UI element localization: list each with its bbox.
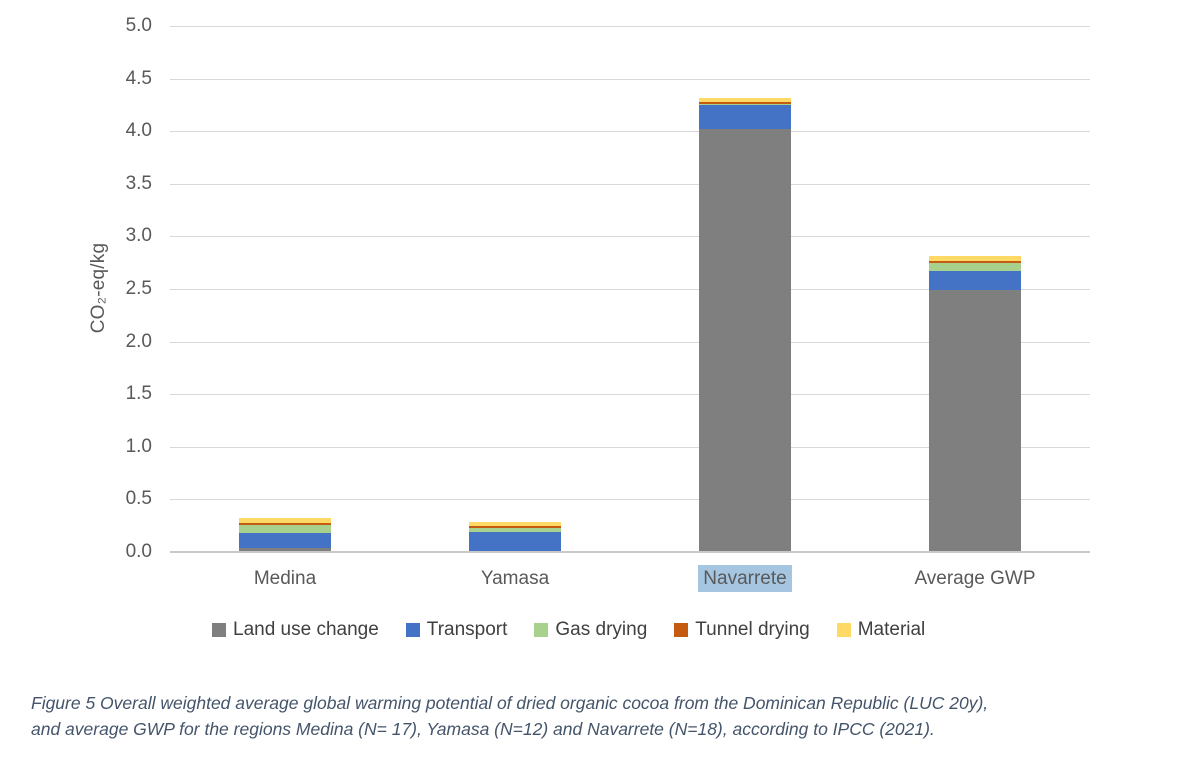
bar-segment-material	[239, 518, 331, 523]
bar-segment-transport	[699, 104, 791, 130]
legend-label-transport: Transport	[426, 619, 508, 640]
y-tick-label: 1.5	[125, 383, 152, 405]
legend-item-material: Material	[836, 619, 926, 641]
bar-segment-gas-drying	[239, 524, 331, 534]
y-tick-label: 0.0	[125, 541, 152, 562]
bar-navarrete	[699, 98, 791, 552]
bar-segment-transport	[239, 533, 331, 548]
legend-swatch-transport	[405, 623, 420, 637]
bar-segment-tunnel-drying	[699, 102, 791, 105]
bar-segment-material	[929, 255, 1021, 262]
bar-segment-gas-drying	[699, 104, 791, 105]
bar-yamasa	[469, 521, 561, 552]
y-tick-label: 2.5	[125, 278, 152, 299]
legend-label-land-use-change: Land use change	[233, 619, 379, 640]
legend-item-tunnel-drying: Tunnel drying	[674, 619, 810, 641]
bar-average-gwp	[929, 255, 1021, 552]
gridline	[170, 499, 1090, 501]
legend-swatch-material	[836, 623, 851, 637]
caption-line-1: Figure 5 Overall weighted average global…	[31, 693, 989, 713]
caption-line-2: and average GWP for the regions Medina (…	[31, 719, 935, 739]
y-tick-label: 5.0	[125, 15, 152, 36]
y-tick-label: 0.5	[125, 488, 152, 510]
legend-item-gas-drying: Gas drying	[534, 619, 647, 641]
gridline	[170, 78, 1090, 80]
gridline	[170, 131, 1090, 133]
category-label: Medina	[253, 568, 317, 589]
gridline	[170, 26, 1090, 27]
bar-segment-land-use-change	[699, 129, 791, 552]
legend-label-tunnel-drying: Tunnel drying	[695, 619, 810, 640]
gridline	[170, 341, 1090, 343]
gridline	[170, 446, 1090, 448]
y-tick-label: 4.5	[125, 67, 152, 89]
legend-item-land-use-change: Land use change	[212, 619, 379, 641]
category-label: Yamasa	[480, 568, 550, 589]
gridline	[170, 236, 1090, 238]
y-tick-label: 3.0	[125, 225, 152, 247]
y-tick-label: 1.0	[125, 435, 152, 457]
bar-segment-tunnel-drying	[239, 522, 331, 525]
bar-segment-transport	[469, 532, 561, 551]
x-label-average-gwp: Average GWP	[860, 568, 1090, 590]
figure-caption: Figure 5 Overall weighted average global…	[31, 690, 1183, 742]
plot-area	[170, 26, 1090, 553]
highlighted-category-label[interactable]: Navarrete	[698, 565, 792, 592]
legend-label-gas-drying: Gas drying	[555, 619, 648, 640]
x-label-yamasa: Yamasa	[400, 568, 630, 590]
bar-segment-material	[699, 98, 791, 103]
bar-segment-gas-drying	[469, 527, 561, 533]
gridline	[170, 289, 1090, 290]
x-label-navarrete: Navarrete	[630, 565, 860, 592]
bar-segment-gas-drying	[929, 262, 1021, 272]
gridline	[170, 183, 1090, 185]
legend: Land use change Transport Gas drying Tunnel…	[212, 619, 925, 641]
category-label: Average GWP	[914, 568, 1036, 589]
gridline	[170, 394, 1090, 396]
y-tick-label: 4.0	[125, 120, 152, 142]
bar-segment-tunnel-drying	[929, 261, 1021, 263]
y-tick-label: 2.0	[125, 330, 152, 352]
legend-swatch-gas-drying	[534, 623, 549, 637]
legend-swatch-tunnel-drying	[674, 623, 689, 637]
bar-segment-tunnel-drying	[469, 525, 561, 528]
bar-segment-transport	[929, 271, 1021, 291]
legend-swatch-land-use-change	[212, 623, 226, 637]
legend-label-material: Material	[857, 619, 926, 640]
x-axis-line	[170, 551, 1090, 553]
x-label-medina: Medina	[170, 568, 400, 590]
bar-segment-material	[469, 521, 561, 526]
bar-medina	[239, 518, 331, 552]
legend-item-transport: Transport	[405, 619, 508, 641]
y-tick-label: 3.5	[125, 172, 152, 194]
bar-segment-land-use-change	[929, 290, 1021, 552]
bar-segment-land-use-change	[239, 547, 331, 552]
